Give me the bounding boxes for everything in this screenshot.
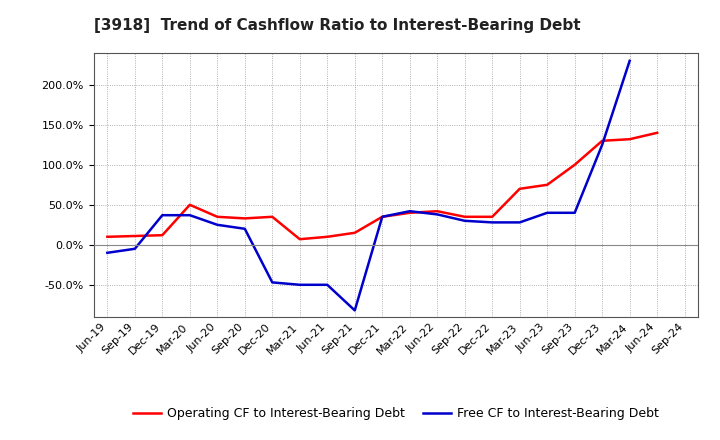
Free CF to Interest-Bearing Debt bbox=[295, 282, 304, 287]
Operating CF to Interest-Bearing Debt bbox=[130, 233, 139, 238]
Operating CF to Interest-Bearing Debt bbox=[351, 230, 359, 235]
Free CF to Interest-Bearing Debt bbox=[186, 213, 194, 218]
Free CF to Interest-Bearing Debt bbox=[626, 58, 634, 63]
Operating CF to Interest-Bearing Debt bbox=[158, 233, 166, 238]
Operating CF to Interest-Bearing Debt bbox=[570, 162, 579, 168]
Free CF to Interest-Bearing Debt bbox=[543, 210, 552, 216]
Free CF to Interest-Bearing Debt bbox=[433, 212, 441, 217]
Operating CF to Interest-Bearing Debt bbox=[213, 214, 222, 220]
Free CF to Interest-Bearing Debt bbox=[516, 220, 524, 225]
Free CF to Interest-Bearing Debt bbox=[213, 222, 222, 227]
Operating CF to Interest-Bearing Debt bbox=[378, 214, 387, 220]
Free CF to Interest-Bearing Debt bbox=[598, 142, 606, 147]
Operating CF to Interest-Bearing Debt bbox=[653, 130, 662, 136]
Operating CF to Interest-Bearing Debt bbox=[323, 234, 332, 239]
Text: [3918]  Trend of Cashflow Ratio to Interest-Bearing Debt: [3918] Trend of Cashflow Ratio to Intere… bbox=[94, 18, 580, 33]
Operating CF to Interest-Bearing Debt bbox=[626, 136, 634, 142]
Operating CF to Interest-Bearing Debt bbox=[405, 210, 414, 216]
Free CF to Interest-Bearing Debt bbox=[103, 250, 112, 256]
Line: Free CF to Interest-Bearing Debt: Free CF to Interest-Bearing Debt bbox=[107, 61, 630, 310]
Free CF to Interest-Bearing Debt bbox=[405, 209, 414, 214]
Free CF to Interest-Bearing Debt bbox=[488, 220, 497, 225]
Operating CF to Interest-Bearing Debt bbox=[268, 214, 276, 220]
Operating CF to Interest-Bearing Debt bbox=[488, 214, 497, 220]
Operating CF to Interest-Bearing Debt bbox=[598, 138, 606, 143]
Free CF to Interest-Bearing Debt bbox=[570, 210, 579, 216]
Legend: Operating CF to Interest-Bearing Debt, Free CF to Interest-Bearing Debt: Operating CF to Interest-Bearing Debt, F… bbox=[128, 402, 664, 425]
Operating CF to Interest-Bearing Debt bbox=[433, 209, 441, 214]
Operating CF to Interest-Bearing Debt bbox=[240, 216, 249, 221]
Free CF to Interest-Bearing Debt bbox=[240, 226, 249, 231]
Free CF to Interest-Bearing Debt bbox=[323, 282, 332, 287]
Operating CF to Interest-Bearing Debt bbox=[103, 234, 112, 239]
Free CF to Interest-Bearing Debt bbox=[130, 246, 139, 251]
Operating CF to Interest-Bearing Debt bbox=[516, 186, 524, 191]
Free CF to Interest-Bearing Debt bbox=[158, 213, 166, 218]
Free CF to Interest-Bearing Debt bbox=[351, 308, 359, 313]
Operating CF to Interest-Bearing Debt bbox=[543, 182, 552, 187]
Line: Operating CF to Interest-Bearing Debt: Operating CF to Interest-Bearing Debt bbox=[107, 133, 657, 239]
Operating CF to Interest-Bearing Debt bbox=[460, 214, 469, 220]
Free CF to Interest-Bearing Debt bbox=[268, 280, 276, 285]
Operating CF to Interest-Bearing Debt bbox=[295, 237, 304, 242]
Free CF to Interest-Bearing Debt bbox=[378, 214, 387, 220]
Operating CF to Interest-Bearing Debt bbox=[186, 202, 194, 207]
Free CF to Interest-Bearing Debt bbox=[460, 218, 469, 224]
